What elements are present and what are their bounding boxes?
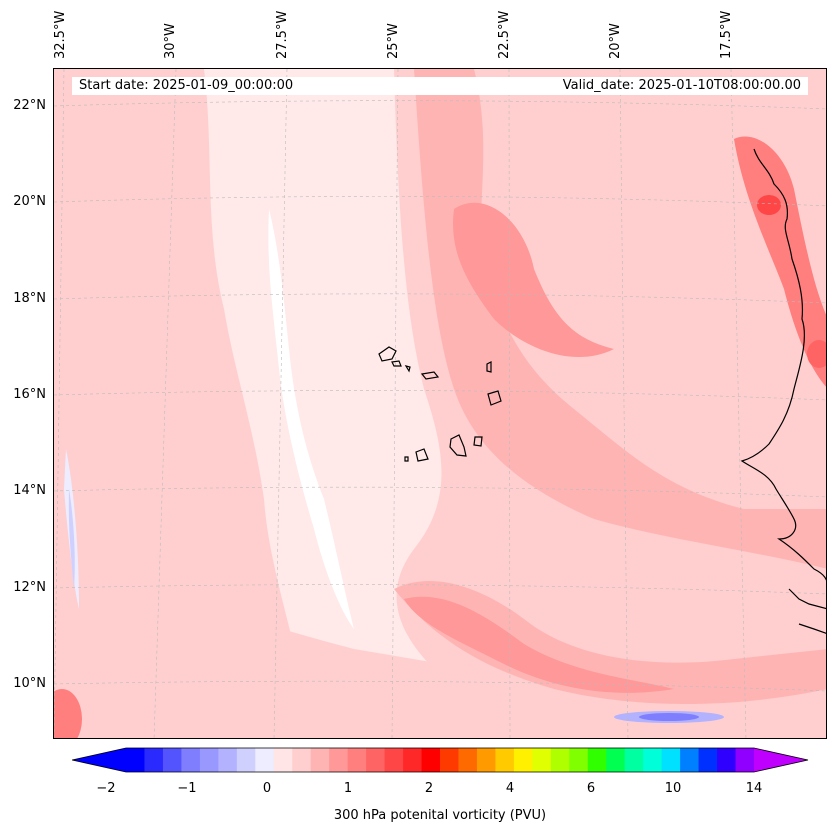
colorbar-cell xyxy=(347,748,367,772)
graticule xyxy=(54,69,826,738)
colorbar-cell xyxy=(199,748,219,772)
contour-band-2b xyxy=(394,581,826,704)
contour-band-west xyxy=(54,69,314,738)
contour-neg-stripe-2 xyxy=(68,489,75,589)
cb-tick-minus2: −2 xyxy=(96,781,116,796)
lon-label-20w: 20°W xyxy=(608,23,623,59)
pv-contour-field xyxy=(54,69,826,738)
colorbar-cell xyxy=(273,748,293,772)
cb-tick-10: 10 xyxy=(664,781,682,796)
cb-tick-4: 4 xyxy=(505,781,515,796)
lon-label-32-5w: 32.5°W xyxy=(53,10,68,59)
contour-band-south xyxy=(54,603,826,738)
colorbar-cell xyxy=(495,748,515,772)
colorbar-cell xyxy=(162,748,182,772)
colorbar-cell xyxy=(440,748,459,772)
contour-coastal-core xyxy=(757,195,781,215)
lat-label-16n: 16°N xyxy=(13,387,46,402)
lon-label-25w: 25°W xyxy=(386,23,401,59)
colorbar-cells xyxy=(72,747,809,773)
colorbar-cell xyxy=(144,748,164,772)
colorbar-cell xyxy=(680,748,700,772)
colorbar-cell xyxy=(292,748,312,772)
colorbar-cell xyxy=(181,748,201,772)
lat-label-10n: 10°N xyxy=(13,676,46,691)
colorbar-cell xyxy=(587,748,607,772)
colorbar-extend-high xyxy=(754,748,808,772)
lon-label-27-5w: 27.5°W xyxy=(275,10,290,59)
colorbar-cell xyxy=(310,748,330,772)
cb-tick-2: 2 xyxy=(424,781,434,796)
colorbar-cell xyxy=(236,748,256,772)
contour-sw-max xyxy=(54,689,82,738)
coastline xyxy=(740,148,826,634)
start-date-label: Start date: 2025-01-09_00:00:00 xyxy=(79,78,294,93)
colorbar xyxy=(72,747,809,773)
colorbar-cell xyxy=(403,748,423,772)
colorbar-cell xyxy=(532,748,552,772)
colorbar-title: 300 hPa potenital vorticity (PVU) xyxy=(333,808,547,823)
contour-weak-stripe xyxy=(268,209,354,629)
colorbar-cell xyxy=(661,748,681,772)
lat-label-20n: 20°N xyxy=(13,194,46,209)
colorbar-cell xyxy=(458,748,478,772)
colorbar-cell xyxy=(550,748,570,772)
colorbar-cell xyxy=(476,748,496,772)
cb-tick-6: 6 xyxy=(586,781,596,796)
colorbar-cell xyxy=(329,748,349,772)
lat-label-12n: 12°N xyxy=(13,580,46,595)
colorbar-cell xyxy=(717,748,737,772)
contour-coastal-core-2 xyxy=(807,340,826,368)
cb-tick-14: 14 xyxy=(745,781,763,796)
lon-label-17-5w: 17.5°W xyxy=(719,10,734,59)
lon-label-30w: 30°W xyxy=(163,23,178,59)
colorbar-cell xyxy=(384,748,404,772)
valid-date-label: Valid_date: 2025-01-10T08:00:00.00 xyxy=(562,78,801,93)
colorbar-cell xyxy=(366,748,386,772)
colorbar-outline xyxy=(72,747,809,773)
lat-label-14n: 14°N xyxy=(13,483,46,498)
colorbar-cell xyxy=(606,748,626,772)
cb-tick-1: 1 xyxy=(343,781,353,796)
date-info-bar: Start date: 2025-01-09_00:00:00 Valid_da… xyxy=(72,77,808,95)
colorbar-cell xyxy=(735,748,755,772)
cape-verde-islands xyxy=(378,346,502,462)
colorbar-extend-low xyxy=(72,748,126,772)
colorbar-cell xyxy=(218,748,238,772)
contour-band-2 xyxy=(414,69,826,569)
colorbar-cell xyxy=(421,748,441,772)
colorbar-cell xyxy=(643,748,663,772)
colorbar-cell xyxy=(513,748,533,772)
colorbar-cell xyxy=(126,748,145,772)
contour-band-3b xyxy=(404,596,674,693)
lat-label-18n: 18°N xyxy=(13,291,46,306)
colorbar-cell xyxy=(255,748,275,772)
colorbar-cell xyxy=(698,748,718,772)
cb-tick-minus1: −1 xyxy=(177,781,197,796)
colorbar-cell xyxy=(624,748,644,772)
contour-neg-south-core xyxy=(639,713,699,721)
lon-label-22-5w: 22.5°W xyxy=(497,10,512,59)
cb-tick-0: 0 xyxy=(262,781,272,796)
colorbar-cell xyxy=(569,748,589,772)
pv-map xyxy=(53,68,827,739)
contour-band-3 xyxy=(453,202,614,358)
lat-label-22n: 22°N xyxy=(13,98,46,113)
